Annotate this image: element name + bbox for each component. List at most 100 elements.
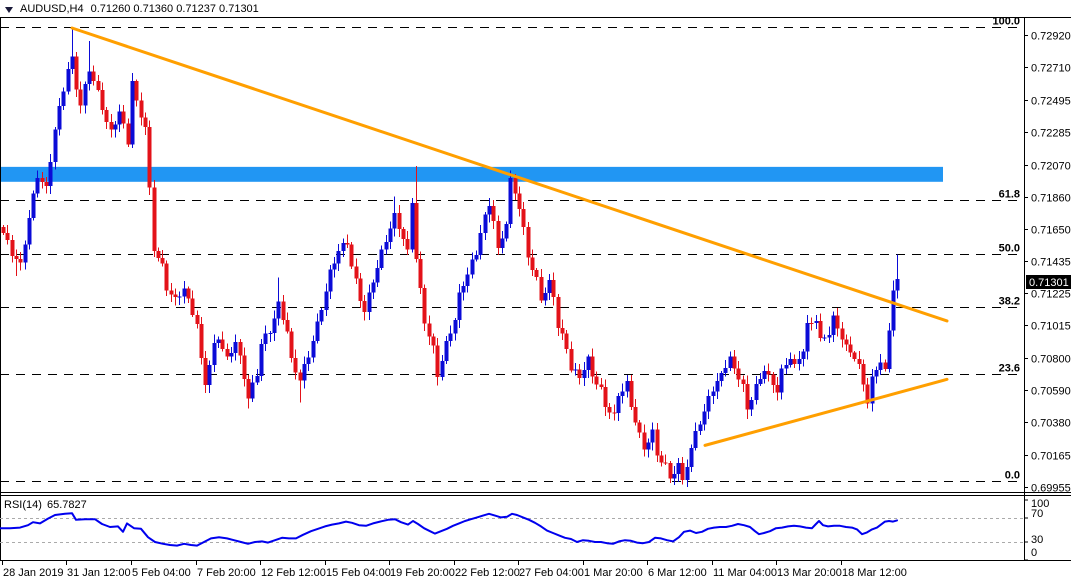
candle-body [607, 406, 612, 413]
candle-body [48, 162, 53, 186]
candle-body [736, 368, 741, 380]
candle-body [577, 369, 582, 378]
chart-title-bar: AUDUSD,H4 0.71260 0.71360 0.71237 0.71301 [5, 2, 259, 16]
candle-body [590, 356, 595, 377]
supply-zone-rectangle[interactable] [0, 166, 943, 182]
candle-body [255, 375, 260, 383]
candle-body [83, 83, 88, 106]
fib-level-label: 61.8 [999, 189, 1020, 201]
time-axis-label: 18 Mar 12:00 [842, 567, 907, 579]
price-axis-label: 0.70590 [1031, 386, 1071, 398]
candle-body [779, 368, 784, 393]
candles-layer [1, 28, 900, 487]
price-axis-label: 0.72710 [1031, 63, 1071, 75]
fib-level-label: 23.6 [999, 363, 1020, 375]
trendlines-layer [70, 26, 949, 447]
candle-body [500, 238, 505, 249]
time-axis-label: 19 Feb 20:00 [390, 567, 455, 579]
candle-body [784, 365, 789, 369]
candle-body [754, 383, 759, 401]
price-axis-label: 0.71650 [1031, 225, 1071, 237]
candle-body [152, 187, 157, 252]
price-axis-label: 0.69955 [1031, 483, 1071, 495]
candle-body [74, 56, 79, 90]
candle-body [663, 462, 668, 464]
candle-body [354, 266, 359, 279]
symbol-dropdown-icon[interactable] [5, 6, 13, 13]
candle-body [100, 89, 105, 111]
candle-body [87, 71, 92, 84]
candle-body [470, 259, 475, 275]
rsi-axis-label: 30 [1031, 534, 1043, 546]
candle-body [164, 263, 169, 291]
candle-body [139, 100, 144, 118]
candle-body [57, 106, 62, 130]
symbol-timeframe-label: AUDUSD,H4 [20, 3, 84, 15]
candle-body [18, 259, 23, 263]
candle-body [14, 255, 19, 260]
candle-body [771, 374, 776, 385]
candle-body [689, 447, 694, 468]
candle-body [324, 291, 329, 311]
price-axis-label: 0.71015 [1031, 321, 1071, 333]
candle-body [27, 218, 32, 245]
price-axis-label: 0.70380 [1031, 418, 1071, 430]
candle-body [668, 463, 673, 479]
candle-body [818, 321, 823, 339]
current-price-box [1026, 275, 1071, 289]
candle-body [496, 221, 501, 249]
candle-body [113, 124, 118, 130]
candle-body [633, 406, 638, 423]
candle-body [263, 333, 268, 344]
candle-body [195, 314, 200, 324]
candle-body [182, 288, 187, 297]
descending-trendline[interactable] [70, 26, 949, 323]
candle-body [642, 432, 647, 450]
candle-body [797, 358, 802, 365]
candle-body [371, 282, 376, 293]
candle-body [349, 244, 354, 267]
fib-level-label: 100.0 [992, 16, 1020, 28]
rsi-line [0, 512, 898, 547]
price-axis-label: 0.71860 [1031, 193, 1071, 205]
candle-body [70, 56, 75, 69]
rsi-axis-label: 100 [1031, 498, 1049, 510]
candle-body [362, 300, 367, 313]
candle-body [173, 294, 178, 298]
candle-body [10, 240, 15, 256]
candle-body [762, 371, 767, 379]
rsi-axis-label: 70 [1031, 508, 1043, 520]
candle-body [199, 323, 204, 359]
candle-body [706, 395, 711, 412]
candle-body [883, 362, 888, 369]
candle-body [169, 290, 174, 295]
candle-body [835, 315, 840, 329]
candle-body [272, 318, 277, 334]
candle-body [646, 442, 651, 450]
candle-body [281, 301, 286, 321]
candle-body [78, 89, 83, 106]
candle-body [405, 239, 410, 250]
rsi-indicator-value: 65.7827 [47, 499, 87, 511]
candle-body [332, 263, 337, 270]
candle-body [848, 344, 853, 353]
candle-body [543, 292, 548, 301]
fib-level-label: 50.0 [999, 243, 1020, 255]
price-axis-label: 0.71435 [1031, 257, 1071, 269]
candle-body [517, 193, 522, 209]
candle-body [96, 81, 101, 90]
ascending-trendline[interactable] [703, 377, 949, 447]
candle-body [186, 288, 191, 299]
candle-body [685, 467, 690, 480]
candle-body [401, 229, 406, 240]
candle-body [560, 327, 565, 334]
candle-body [44, 182, 49, 186]
price-axis-label: 0.72920 [1031, 31, 1071, 43]
candle-body [878, 362, 883, 371]
candle-body [358, 278, 363, 301]
fibonacci-layer: 100.0 61.8 50.0 38.2 23.6 0.0 [0, 16, 1023, 482]
candle-body [625, 380, 630, 392]
candle-body [491, 205, 496, 222]
